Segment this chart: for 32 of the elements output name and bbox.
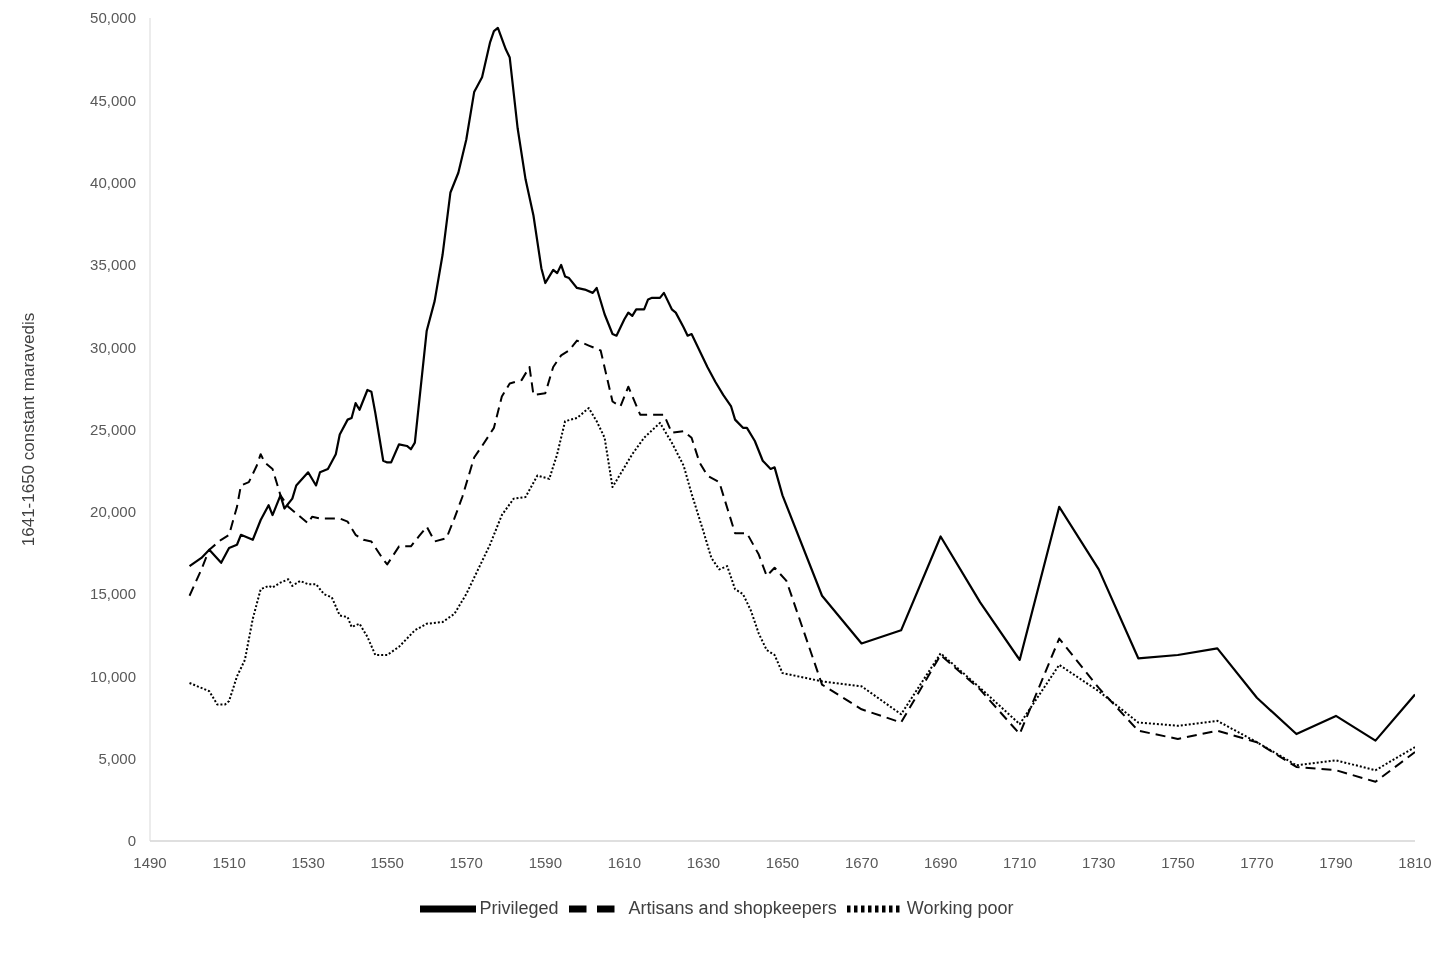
legend-label: Working poor <box>906 897 1014 918</box>
y-tick-label: 45,000 <box>90 91 136 109</box>
x-tick-label: 1590 <box>528 853 562 871</box>
y-tick-label: 50,000 <box>90 9 136 27</box>
x-tick-label: 1810 <box>1398 853 1432 871</box>
x-tick-label: 1630 <box>686 853 721 871</box>
y-axis-title: 1641-1650 constant maravedis <box>19 312 39 547</box>
x-tick-label: 1730 <box>1082 853 1116 871</box>
x-tick-label: 1770 <box>1240 853 1274 871</box>
x-tick-label: 1750 <box>1161 853 1195 871</box>
y-tick-label: 10,000 <box>90 667 136 685</box>
x-tick-label: 1670 <box>844 853 879 871</box>
x-tick-label: 1510 <box>212 853 246 871</box>
y-tick-label: 30,000 <box>90 338 136 356</box>
y-tick-label: 20,000 <box>90 503 136 521</box>
x-tick-label: 1570 <box>449 853 483 871</box>
y-tick-label: 25,000 <box>90 420 136 438</box>
x-tick-label: 1530 <box>291 853 325 871</box>
y-tick-label: 15,000 <box>90 585 136 603</box>
x-tick-label: 1610 <box>607 853 642 871</box>
y-tick-label: 0 <box>127 832 136 850</box>
x-tick-label: 1550 <box>370 853 404 871</box>
x-tick-label: 1790 <box>1319 853 1353 871</box>
x-tick-label: 1710 <box>1003 853 1037 871</box>
y-tick-label: 35,000 <box>90 256 136 274</box>
legend-label: Artisans and shopkeepers <box>628 897 837 918</box>
legend-label: Privileged <box>479 897 559 918</box>
x-tick-label: 1650 <box>765 853 800 871</box>
x-tick-label: 1690 <box>923 853 958 871</box>
y-tick-label: 40,000 <box>90 173 136 191</box>
x-tick-label: 1490 <box>133 853 167 871</box>
y-tick-label: 5,000 <box>98 750 136 768</box>
